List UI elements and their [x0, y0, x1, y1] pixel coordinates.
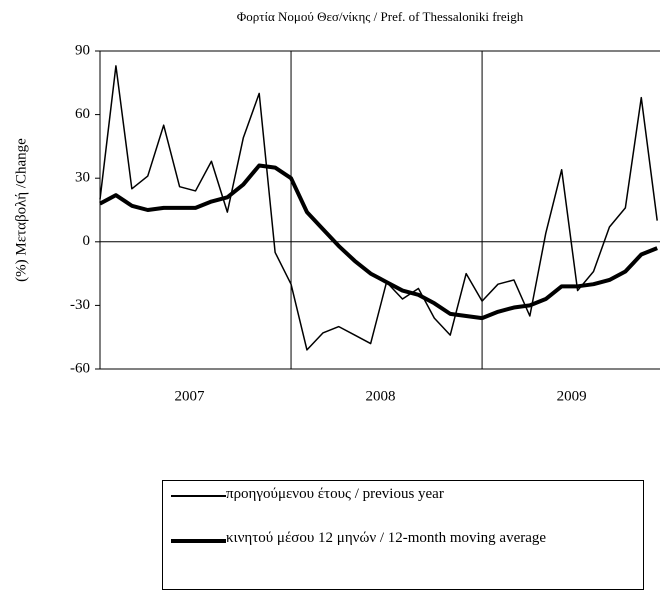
- chart-title: Φορτία Νομού Θεσ/νίκης / Pref. of Thessa…: [237, 9, 524, 24]
- data-line: [99, 163, 658, 321]
- legend-label: προηγούμενου έτους / previous year: [226, 486, 444, 502]
- legend-swatch: [171, 495, 226, 497]
- y-tick-label: 90: [75, 42, 90, 58]
- plot-frame: [99, 50, 660, 370]
- legend-entry: κινητού μέσου 12 μηνών / 12-month moving…: [171, 531, 556, 546]
- legend-swatch: [171, 539, 226, 543]
- data-line: [99, 65, 658, 351]
- y-axis-label: (%) Μεταβολή /Change: [13, 138, 29, 282]
- chart: Φορτία Νομού Θεσ/νίκης / Pref. of Thessa…: [13, 9, 660, 404]
- legend-entry: προηγούμενου έτους / previous year: [171, 487, 556, 502]
- y-tick-label: -30: [70, 297, 90, 313]
- legend-label: κινητού μέσου 12 μηνών / 12-month moving…: [226, 530, 547, 546]
- x-group-label: 2008: [366, 388, 396, 404]
- y-tick-label: -60: [70, 360, 90, 376]
- y-tick-label: 60: [75, 106, 90, 122]
- y-tick-label: 30: [75, 170, 90, 186]
- x-group-label: 2009: [557, 388, 587, 404]
- y-tick-label: 0: [83, 233, 91, 249]
- x-group-label: 2007: [175, 388, 206, 404]
- legend: προηγούμενου έτους / previous year κινητο…: [162, 480, 644, 590]
